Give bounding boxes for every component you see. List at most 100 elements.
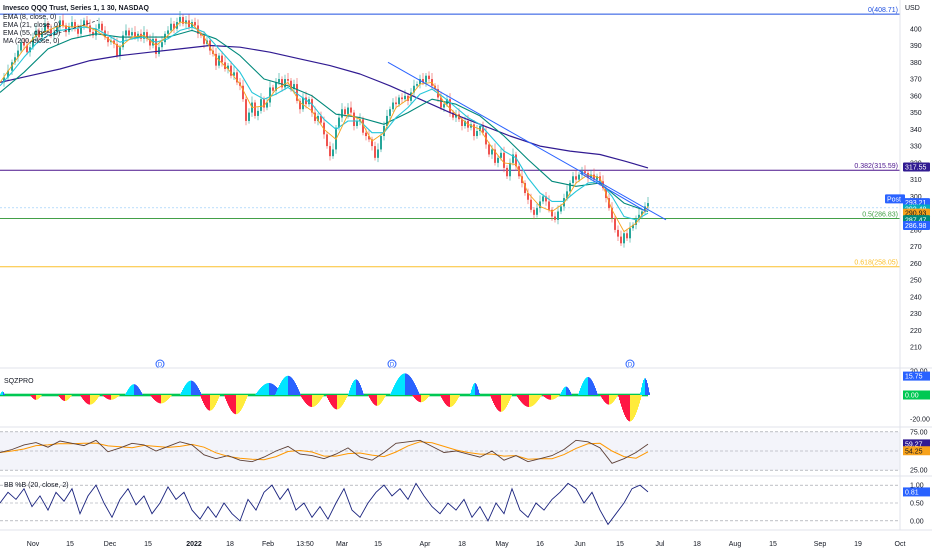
legend-ema8[interactable]: EMA (8, close, 0)	[3, 14, 56, 21]
candle-body	[365, 132, 367, 137]
candle-body	[53, 32, 55, 36]
sqz-bar	[395, 383, 396, 395]
trendline[interactable]	[387, 61, 667, 221]
price-axis[interactable]: 4003903803703603503403303203103002902802…	[0, 0, 932, 531]
dividend-marker[interactable]: D	[625, 359, 635, 369]
candle-body	[269, 87, 271, 103]
sqz-bar	[335, 395, 336, 410]
candle-body	[65, 25, 67, 33]
price-tick-label: 360	[910, 93, 922, 100]
sqz-bar	[97, 395, 98, 399]
sqz-bar	[300, 393, 301, 395]
sqz-bar	[201, 393, 202, 395]
sqz-bar	[587, 377, 588, 395]
sqz-bar	[185, 384, 186, 395]
candle-body	[266, 102, 268, 108]
sqz-bar	[215, 395, 216, 406]
candle-body	[281, 79, 283, 88]
sqz-bar	[160, 395, 161, 404]
sqz-bar	[348, 393, 349, 395]
trendlines[interactable]	[29, 20, 667, 221]
sqz-bar	[362, 390, 363, 395]
sqz-bar	[163, 395, 164, 403]
price-tag[interactable]: 286.98	[903, 221, 930, 230]
sqz-bar	[544, 395, 545, 398]
sqz-bar	[210, 395, 211, 411]
dashed-trendline[interactable]	[29, 20, 99, 43]
sqz-bar	[607, 395, 608, 405]
sqz-bar	[322, 395, 323, 398]
legend-ema21[interactable]: EMA (21, close, 0)	[3, 22, 60, 29]
sqz-bar	[276, 387, 277, 395]
sqz-bar	[570, 391, 571, 395]
candle-body	[392, 102, 394, 110]
sqz-bar	[88, 395, 89, 405]
sqz-bar	[614, 395, 615, 401]
sqz-bar	[4, 393, 5, 395]
sqz-bar	[648, 387, 649, 395]
sqz-bar	[593, 383, 594, 395]
candle-body	[203, 35, 205, 44]
price-tick-label: 390	[910, 43, 922, 50]
fib-level-label: 0.382(315.59)	[854, 163, 898, 170]
sqz-bar	[85, 395, 86, 403]
sqz-bar	[451, 395, 452, 407]
sqz-bar	[67, 395, 68, 401]
candle-body	[77, 28, 79, 34]
candle-body	[416, 84, 418, 86]
sqz-bar	[224, 395, 225, 397]
sqz-bar	[394, 385, 395, 395]
sqz-bar	[534, 395, 535, 405]
sqz-bar	[314, 395, 315, 407]
sqz-bar	[157, 395, 158, 403]
sqz-bar	[95, 395, 96, 402]
dividend-marker[interactable]: D	[387, 359, 397, 369]
sqz-bar	[647, 383, 648, 395]
sqz-bar	[620, 395, 621, 404]
sqz-bar	[81, 395, 82, 398]
sqz-bar	[357, 380, 358, 395]
candle-body	[137, 33, 139, 38]
legend-ma200[interactable]: MA (200, close, 0)	[3, 38, 59, 45]
candle-body	[71, 22, 73, 28]
sqz-bar	[548, 395, 549, 400]
sqz-bar	[329, 395, 330, 402]
sqz-bar	[246, 395, 247, 399]
sqz-bar	[566, 386, 567, 395]
sqz-bar	[245, 395, 246, 402]
sqz-bar	[37, 395, 38, 400]
sqz-bar	[473, 384, 474, 395]
fibonacci-levels: 0(408.71) 0.382(315.59) 0.5(286.83) 0.618(2…	[0, 7, 900, 268]
sqz-bar	[459, 395, 460, 396]
sqz-bar	[555, 395, 556, 399]
sqz-bar	[552, 395, 553, 400]
sqz-bar	[622, 395, 623, 410]
sqz-bar	[419, 395, 420, 402]
candle-body	[14, 57, 16, 63]
candle-body	[302, 97, 304, 110]
sqz-bar	[273, 384, 274, 395]
candle-body	[158, 47, 160, 54]
trendline[interactable]	[579, 172, 647, 212]
candle-body	[23, 42, 25, 46]
sqz-bar	[629, 395, 630, 422]
sqz-bar	[286, 376, 287, 395]
candle-body	[293, 84, 295, 90]
sqz-bar	[406, 373, 407, 395]
sqz-bar	[446, 395, 447, 406]
dividend-marker[interactable]: D	[155, 359, 165, 369]
sqz-bar	[477, 386, 478, 395]
candle-body	[626, 233, 628, 239]
legend-ema55[interactable]: EMA (55, close, 0)	[3, 30, 60, 37]
sqz-bar	[83, 395, 84, 401]
price-tag[interactable]: Post	[885, 194, 905, 203]
price-tag[interactable]: 317.55	[903, 162, 930, 172]
dividend-label: D	[390, 363, 395, 369]
time-tick-label: Feb	[262, 541, 274, 548]
sqz-bar	[596, 390, 597, 395]
sqz-bar	[412, 395, 413, 396]
time-axis[interactable]: Nov 15 Dec 15 2022 18 Feb 13:50 Mar 15 Apr 18 May 16 J…	[27, 541, 906, 548]
sqz-bar	[529, 395, 530, 407]
sqz-bar	[165, 395, 166, 402]
